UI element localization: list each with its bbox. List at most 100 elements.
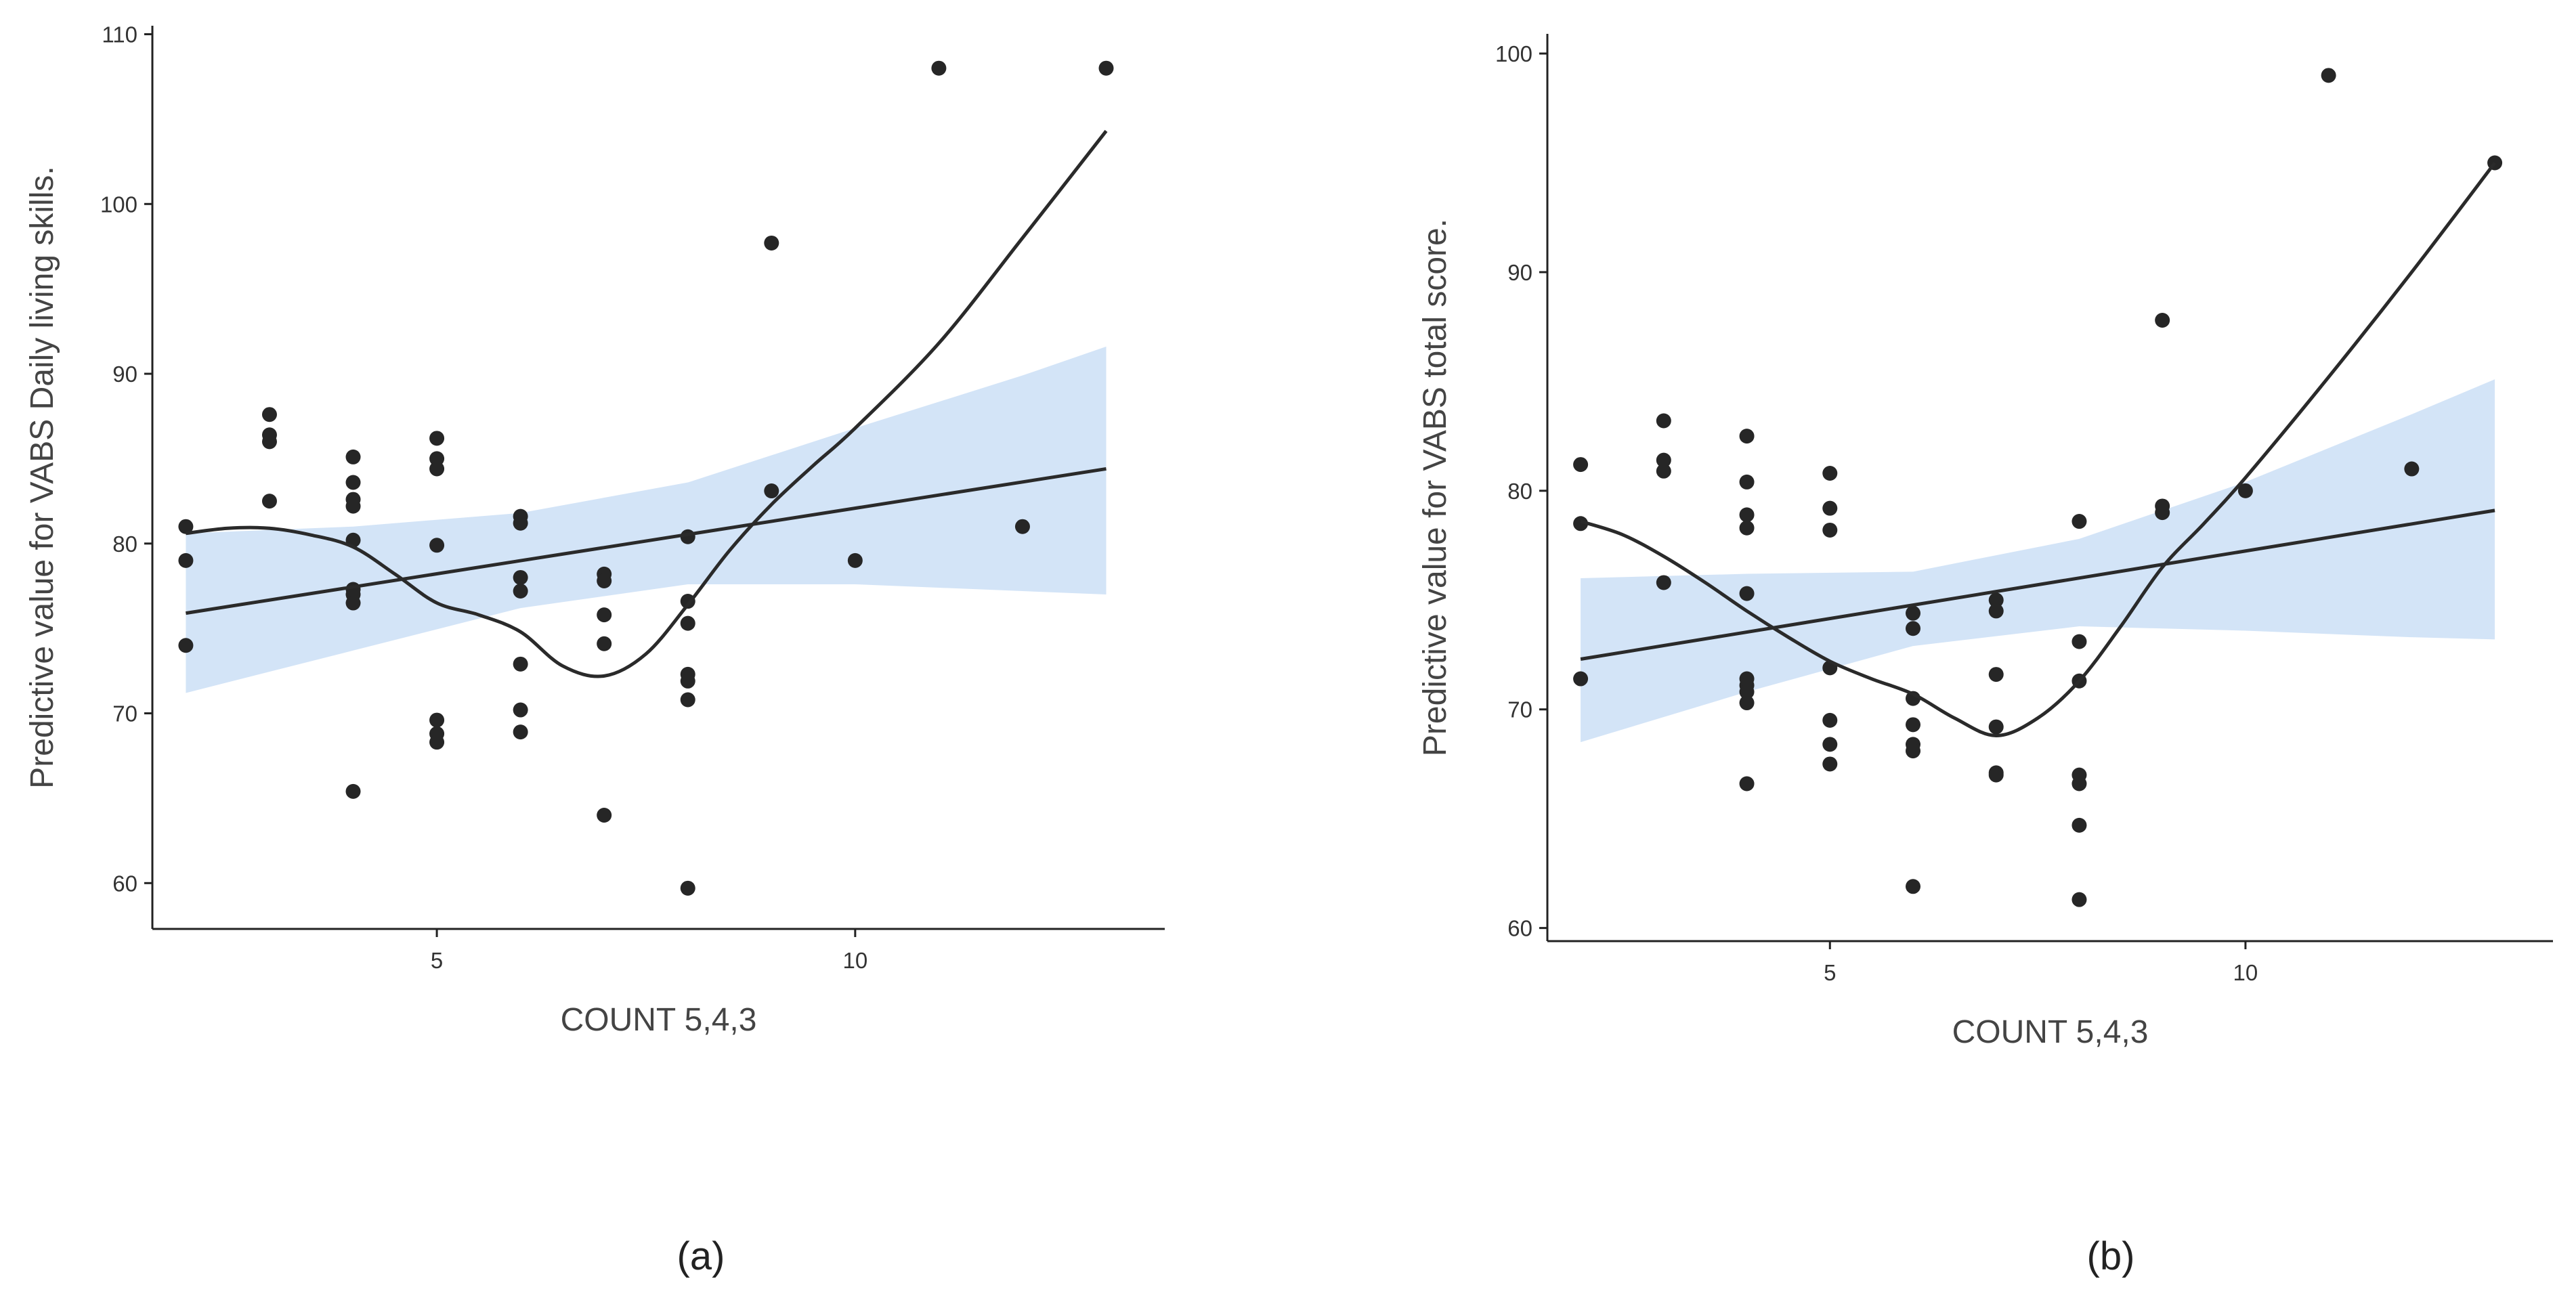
data-point [2404, 461, 2420, 477]
data-point [1906, 717, 1920, 733]
data-point [1656, 413, 1671, 429]
data-point [1822, 466, 1838, 481]
data-point [1098, 60, 1114, 76]
y-tick-label: 100 [100, 192, 137, 217]
data-point [513, 724, 528, 740]
x-axis-title: COUNT 5,4,3 [1952, 1014, 2149, 1050]
data-point [1822, 756, 1838, 772]
data-point [2071, 634, 2087, 649]
data-point [1739, 474, 1755, 490]
data-point [1739, 695, 1755, 711]
data-point [261, 494, 277, 509]
data-point [1656, 575, 1671, 590]
data-point [2321, 68, 2336, 83]
x-tick-label: 10 [842, 948, 867, 973]
data-point [764, 483, 779, 499]
panel-caption: (a) [677, 1234, 725, 1278]
data-point [178, 519, 194, 534]
x-tick-label: 5 [431, 948, 443, 973]
data-point [2155, 312, 2170, 328]
data-point [1739, 586, 1755, 601]
y-tick-label: 80 [1507, 479, 1532, 504]
data-point [513, 702, 528, 718]
data-point [178, 638, 194, 653]
data-point [1988, 592, 2004, 608]
data-point [1988, 767, 2004, 783]
data-point [1988, 719, 2004, 735]
x-axis-title: COUNT 5,4,3 [561, 1002, 757, 1038]
data-point [261, 434, 277, 450]
panel-b: 60 70 80 90 100 5 10 COUNT 5,4,3 Predictive valu… [1417, 34, 2553, 1278]
data-point [1573, 457, 1589, 473]
data-point [2155, 505, 2170, 521]
panel-caption: (b) [2087, 1234, 2135, 1278]
data-point [345, 595, 361, 611]
y-tick-label: 70 [112, 701, 137, 726]
data-point [1822, 712, 1838, 728]
data-point [1656, 452, 1671, 468]
y-tick-label: 80 [112, 531, 137, 557]
linear-fit-line [186, 466, 1107, 615]
data-point [1822, 500, 1838, 516]
data-point [931, 60, 947, 76]
data-point [597, 573, 612, 588]
data-point [597, 807, 612, 823]
data-point [513, 656, 528, 672]
data-point [1656, 463, 1671, 479]
x-tick-label: 5 [1824, 960, 1836, 985]
smooth-curve [186, 129, 1108, 678]
data-point [2071, 817, 2087, 833]
y-tick-label: 60 [112, 871, 137, 896]
y-tick-label: 60 [1507, 916, 1532, 941]
y-tick-label: 110 [102, 22, 137, 47]
data-point [1739, 429, 1755, 444]
y-tick-label: 70 [1507, 697, 1532, 722]
data-point [513, 515, 528, 531]
data-point [345, 498, 361, 514]
y-axis-title: Predictive value for VABS Daily living s… [24, 166, 60, 788]
data-point [345, 449, 361, 464]
data-point [261, 407, 277, 422]
data-point [680, 692, 695, 708]
confidence-band [186, 346, 1107, 693]
smooth-curve [1580, 161, 2497, 737]
y-tick-label: 100 [1495, 41, 1532, 66]
data-point [1573, 516, 1589, 531]
data-point [764, 235, 779, 251]
data-point [429, 538, 445, 553]
data-point [513, 584, 528, 599]
data-point [1739, 684, 1755, 699]
data-point [429, 431, 445, 446]
data-point [2071, 776, 2087, 791]
data-point [1822, 522, 1838, 538]
data-point [597, 636, 612, 651]
y-tick-label: 90 [112, 362, 137, 387]
data-point [429, 461, 445, 477]
data-point [597, 607, 612, 623]
data-point [513, 569, 528, 585]
data-point [2071, 892, 2087, 907]
data-point [2071, 514, 2087, 529]
data-point [1906, 743, 1920, 759]
x-tick-label: 10 [2233, 960, 2258, 985]
data-point [680, 615, 695, 631]
data-point [178, 552, 194, 568]
data-point [1906, 879, 1920, 894]
data-point [1573, 671, 1589, 687]
data-point [1739, 507, 1755, 523]
confidence-band [1581, 379, 2495, 743]
data-point [1739, 520, 1755, 536]
y-axis-title: Predictive value for VABS total score. [1417, 219, 1453, 756]
data-point [429, 451, 445, 466]
data-point [345, 475, 361, 490]
linear-fit-line [1580, 508, 2495, 661]
data-point [1822, 737, 1838, 752]
data-point [429, 735, 445, 750]
data-point [680, 673, 695, 689]
panel-a: 60 70 80 90 100 110 5 10 COUNT 5,4,3 Predictive v… [24, 22, 1165, 1278]
data-point [1988, 667, 2004, 682]
data-point [1014, 519, 1030, 534]
data-point [1906, 605, 1920, 621]
data-point [680, 880, 695, 896]
